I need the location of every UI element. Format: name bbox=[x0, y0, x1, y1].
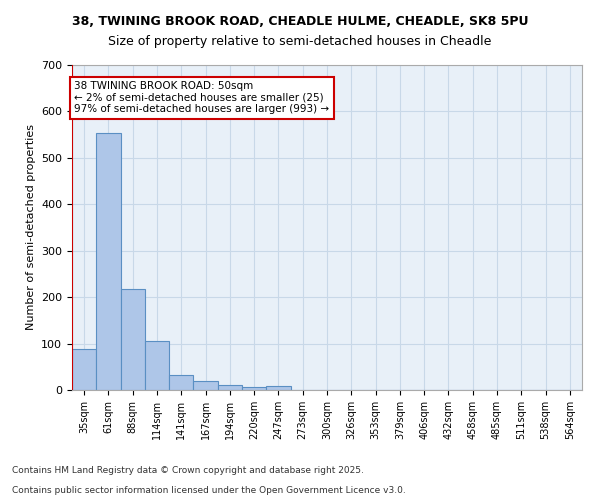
Bar bbox=[218, 386, 242, 390]
Text: Size of property relative to semi-detached houses in Cheadle: Size of property relative to semi-detach… bbox=[109, 35, 491, 48]
Y-axis label: Number of semi-detached properties: Number of semi-detached properties bbox=[26, 124, 35, 330]
Bar bbox=[169, 374, 193, 390]
Text: 38 TWINING BROOK ROAD: 50sqm
← 2% of semi-detached houses are smaller (25)
97% o: 38 TWINING BROOK ROAD: 50sqm ← 2% of sem… bbox=[74, 81, 329, 114]
Bar bbox=[145, 341, 169, 390]
Bar bbox=[96, 133, 121, 390]
Text: Contains public sector information licensed under the Open Government Licence v3: Contains public sector information licen… bbox=[12, 486, 406, 495]
Bar bbox=[72, 349, 96, 390]
Bar bbox=[242, 387, 266, 390]
Bar bbox=[193, 381, 218, 390]
Bar bbox=[266, 386, 290, 390]
Bar bbox=[121, 289, 145, 390]
Text: Contains HM Land Registry data © Crown copyright and database right 2025.: Contains HM Land Registry data © Crown c… bbox=[12, 466, 364, 475]
Text: 38, TWINING BROOK ROAD, CHEADLE HULME, CHEADLE, SK8 5PU: 38, TWINING BROOK ROAD, CHEADLE HULME, C… bbox=[72, 15, 528, 28]
